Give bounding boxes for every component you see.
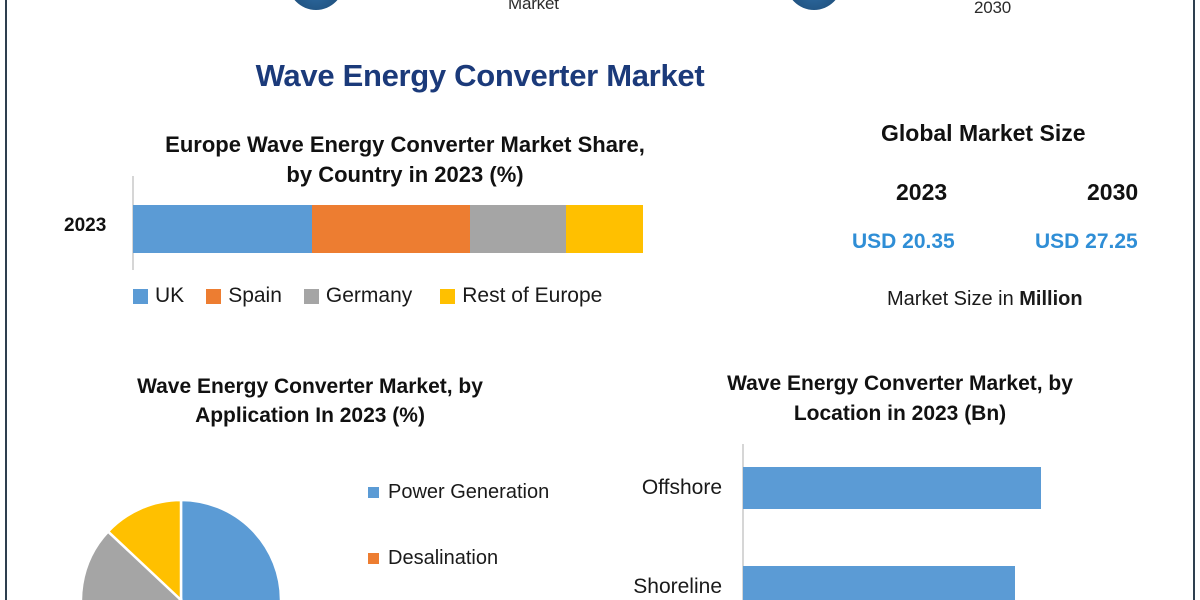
location-bar-shoreline [743,566,1015,600]
location-chart-y-axis [742,444,744,600]
global-market-size-unit: Market Size in Million [887,288,1083,311]
legend-swatch-icon [440,288,456,304]
europe-share-y-axis [132,176,134,270]
global-market-size-title: Global Market Size [881,120,1086,146]
stacked-segment-spain [311,205,470,253]
location-bar-offshore [743,467,1041,509]
application-pie-legend: Power Generation Desalination [368,481,608,570]
legend-label: Spain [228,284,282,307]
pie-legend-item-power-generation: Power Generation [368,481,608,504]
legend-swatch-icon [303,288,319,304]
application-chart-title-line2: Application In 2023 (%) [195,404,425,427]
global-market-size-value-2030: USD 27.25 [1035,230,1138,253]
header-circle-right [786,0,842,10]
stacked-segment-germany [469,205,567,253]
location-label-shoreline: Shoreline [633,575,722,598]
application-pie-svg [81,500,281,600]
europe-share-stacked-bar [133,205,643,253]
header-circle-left [288,0,344,10]
page-title: Wave Energy Converter Market [255,58,705,93]
global-market-size-value-2023: USD 20.35 [852,230,955,253]
europe-share-chart-title-line2: by Country in 2023 (%) [286,162,524,187]
location-chart-title-line2: Location in 2023 (Bn) [793,402,1007,425]
legend-label: Germany [325,284,413,307]
legend-item-spain: Spain [206,284,282,308]
pie-slice-power-generation [179,500,281,600]
page-border-right [1193,0,1195,600]
pie-legend-swatch-icon [368,487,379,498]
europe-share-category-label: 2023 [64,215,107,236]
pie-slice-environmental-monitoring [81,529,183,600]
location-label-offshore: Offshore [641,476,722,499]
legend-item-uk: UK [133,284,184,308]
application-pie-chart [81,500,281,600]
header-center-text: Market [508,0,559,13]
legend-item-rest-of-europe: Rest of Europe [440,284,602,308]
header-right-year: 2030 [974,0,1012,17]
pie-legend-label: Power Generation [388,481,550,503]
global-market-size-year-2023: 2023 [896,179,948,205]
global-market-size-unit-prefix: Market Size in [887,288,1020,310]
legend-item-germany: Germany [303,284,413,308]
location-chart-title-line1: Wave Energy Converter Market, by [727,372,1073,395]
europe-share-legend: UK Spain Germany Rest of Europe [133,284,653,308]
stacked-segment-uk [133,205,312,253]
page-border-left [5,0,7,600]
europe-share-chart-title-line1: Europe Wave Energy Converter Market Shar… [165,132,645,157]
pie-legend-item-desalination: Desalination [368,547,608,570]
legend-label: UK [155,284,185,307]
pie-slice-others [106,500,183,600]
legend-label: Rest of Europe [462,284,603,307]
legend-swatch-icon [206,288,222,304]
application-chart-title-line1: Wave Energy Converter Market, by [137,375,483,398]
pie-legend-label: Desalination [388,547,499,569]
legend-swatch-icon [133,288,148,304]
global-market-size-year-2030: 2030 [1087,179,1139,205]
pie-legend-swatch-icon [368,553,379,564]
global-market-size-unit-emphasis: Million [1019,288,1083,310]
stacked-segment-rest-of-europe [566,205,643,253]
